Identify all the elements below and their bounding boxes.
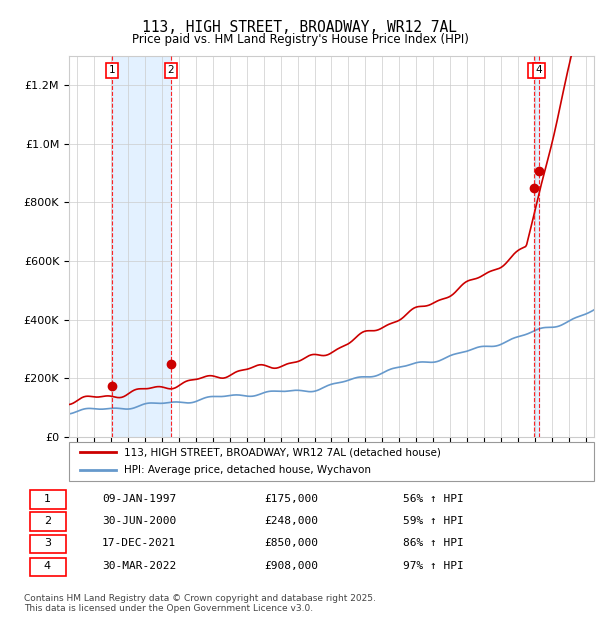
Text: 113, HIGH STREET, BROADWAY, WR12 7AL (detached house): 113, HIGH STREET, BROADWAY, WR12 7AL (de… xyxy=(124,448,441,458)
Text: 2: 2 xyxy=(167,65,174,76)
Text: 3: 3 xyxy=(44,538,51,548)
Text: 2: 2 xyxy=(44,516,51,526)
Text: Contains HM Land Registry data © Crown copyright and database right 2025.
This d: Contains HM Land Registry data © Crown c… xyxy=(24,594,376,613)
Text: 59% ↑ HPI: 59% ↑ HPI xyxy=(403,516,464,526)
Text: £175,000: £175,000 xyxy=(264,494,318,504)
FancyBboxPatch shape xyxy=(29,490,66,508)
Text: 1: 1 xyxy=(109,65,115,76)
Text: £908,000: £908,000 xyxy=(264,561,318,571)
Text: Price paid vs. HM Land Registry's House Price Index (HPI): Price paid vs. HM Land Registry's House … xyxy=(131,33,469,46)
Text: 113, HIGH STREET, BROADWAY, WR12 7AL: 113, HIGH STREET, BROADWAY, WR12 7AL xyxy=(143,20,458,35)
Bar xyxy=(112,56,170,437)
Text: 30-MAR-2022: 30-MAR-2022 xyxy=(102,561,176,571)
FancyBboxPatch shape xyxy=(29,557,66,576)
Text: 56% ↑ HPI: 56% ↑ HPI xyxy=(403,494,464,504)
Text: 1: 1 xyxy=(44,494,51,504)
FancyBboxPatch shape xyxy=(29,512,66,531)
Text: 97% ↑ HPI: 97% ↑ HPI xyxy=(403,561,464,571)
Text: 09-JAN-1997: 09-JAN-1997 xyxy=(102,494,176,504)
Bar xyxy=(534,56,539,437)
Text: £850,000: £850,000 xyxy=(264,538,318,548)
Text: £248,000: £248,000 xyxy=(264,516,318,526)
Text: HPI: Average price, detached house, Wychavon: HPI: Average price, detached house, Wych… xyxy=(124,465,371,475)
Text: 4: 4 xyxy=(44,561,51,571)
Text: 30-JUN-2000: 30-JUN-2000 xyxy=(102,516,176,526)
Text: 17-DEC-2021: 17-DEC-2021 xyxy=(102,538,176,548)
FancyBboxPatch shape xyxy=(69,442,594,481)
Text: 4: 4 xyxy=(536,65,542,76)
FancyBboxPatch shape xyxy=(29,534,66,553)
Text: 3: 3 xyxy=(531,65,538,76)
Text: 86% ↑ HPI: 86% ↑ HPI xyxy=(403,538,464,548)
